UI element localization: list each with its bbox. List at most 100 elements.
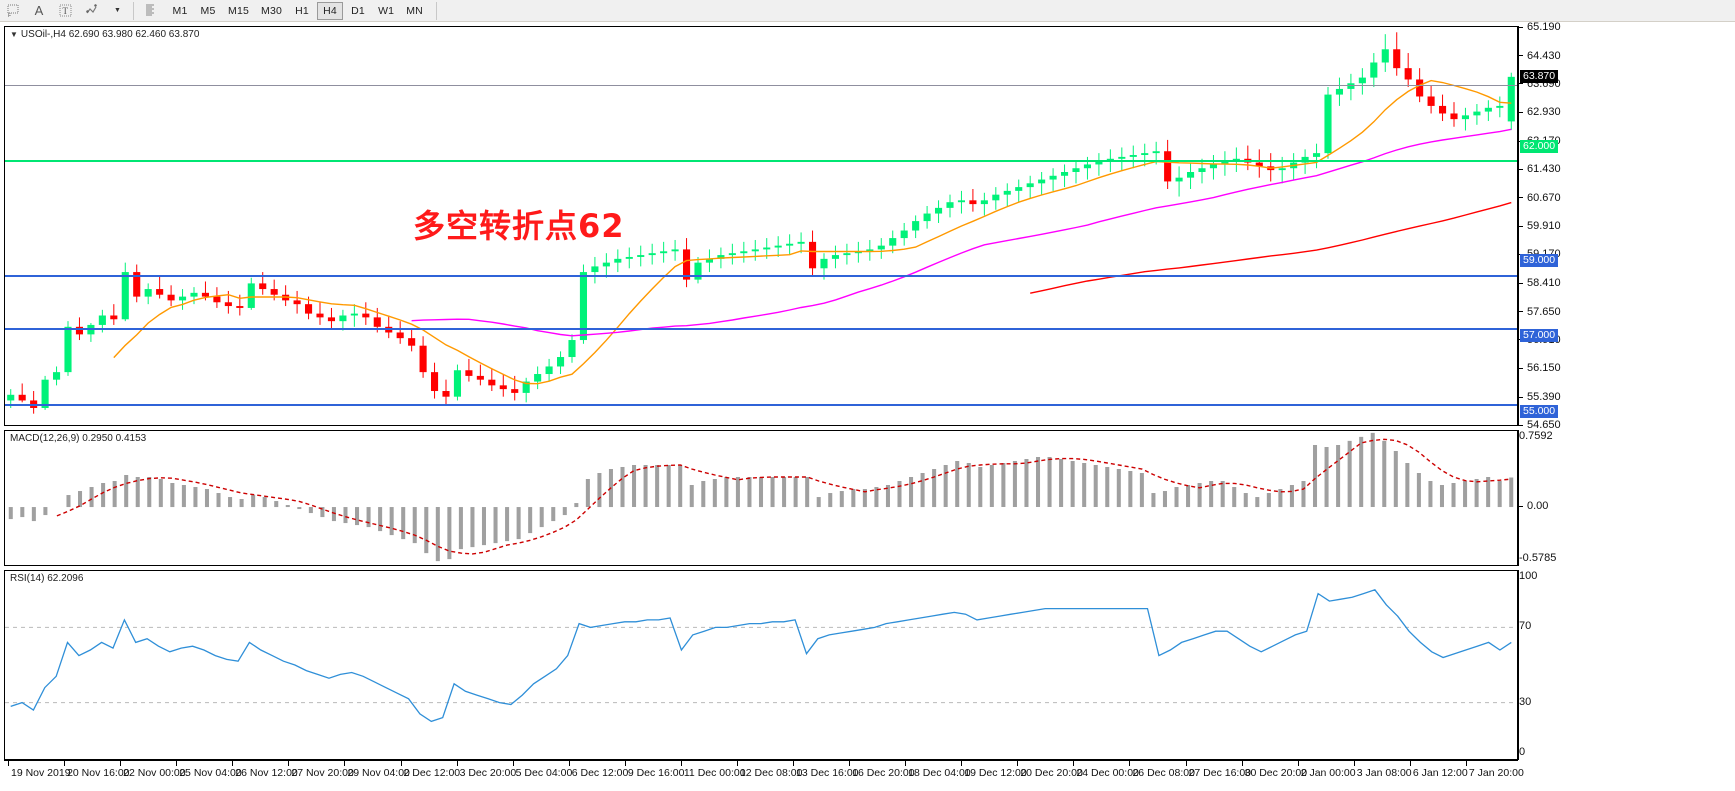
price-tick: 60.670 (1519, 192, 1561, 204)
rsi-panel-inner (5, 571, 1517, 759)
level-line-59 (5, 275, 1517, 277)
price-panel-inner (5, 27, 1517, 425)
timeframe-button-m30[interactable]: M30 (256, 2, 287, 20)
macd-scale[interactable]: 0.7592 0.00 -0.5785 (1518, 430, 1731, 566)
rsi-tick-label: 0 (1519, 746, 1526, 759)
price-tick-label: 64.430 (1527, 49, 1561, 62)
time-tick (344, 761, 346, 766)
price-scale[interactable]: 65.19064.43063.69062.93062.17061.43060.6… (1518, 21, 1731, 431)
time-tick (736, 761, 738, 766)
time-axis-label: 6 Jan 12:00 (1412, 767, 1468, 779)
timeframe-button-m5[interactable]: M5 (195, 2, 221, 20)
time-tick (176, 761, 178, 766)
price-tick: 57.650 (1519, 306, 1561, 318)
timeframe-label: H4 (323, 4, 337, 17)
toolbar-separator-1 (133, 1, 134, 20)
time-tick (961, 761, 963, 766)
time-tick (120, 761, 122, 766)
time-scale[interactable]: 19 Nov 2019 20 Nov 16:00 22 Nov 00:00 25 No… (4, 760, 1524, 788)
timeframe-button-m15[interactable]: M15 (223, 2, 254, 20)
price-panel[interactable]: ▼ USOil-,H4 62.690 63.980 62.460 63.870 多… (4, 26, 1518, 426)
timeframe-button-m1[interactable]: M1 (167, 2, 193, 20)
time-axis-label: 19 Nov 2019 (11, 767, 71, 779)
price-tick-label: 54.650 (1527, 419, 1561, 432)
text-object-icon[interactable]: T (52, 1, 78, 21)
time-axis-label: 12 Dec 08:00 (739, 767, 803, 779)
time-tick (232, 761, 234, 766)
time-axis-label: 27 Nov 20:00 (291, 767, 354, 779)
price-tick-label: 58.410 (1527, 277, 1561, 290)
time-axis-label: 18 Dec 04:00 (908, 767, 971, 779)
level-55-badge: 55.000 (1520, 404, 1559, 418)
time-axis-label: 2 Jan 00:00 (1300, 767, 1356, 779)
price-tick-label: 62.930 (1527, 106, 1561, 119)
timeframe-label: M30 (261, 4, 283, 17)
price-tick: 61.430 (1519, 163, 1561, 175)
time-axis-label: 5 Dec 04:00 (515, 767, 573, 779)
last-price-badge: 63.870 (1520, 69, 1559, 83)
macd-tick: 0.00 (1519, 500, 1548, 512)
timeframe-label: M5 (200, 4, 216, 17)
time-axis-label: 30 Dec 20:00 (1244, 767, 1308, 779)
chart-annotation-text: 多空转折点62 (413, 207, 625, 245)
timeframe-button-mn[interactable]: MN (401, 2, 428, 20)
timeframe-button-h4[interactable]: H4 (317, 1, 344, 20)
price-tick: 62.930 (1519, 106, 1561, 118)
time-tick (1241, 761, 1243, 766)
svg-text:T: T (62, 6, 68, 16)
timeframe-label: M15 (228, 4, 250, 17)
text-label-icon[interactable]: A (34, 3, 44, 18)
time-tick (680, 761, 682, 766)
timeframe-scale-icon[interactable] (137, 1, 163, 21)
price-tick-label: 61.430 (1527, 163, 1561, 176)
price-panel-label-text: USOil-,H4 62.690 63.980 62.460 63.870 (20, 29, 200, 40)
macd-panel-label: MACD(12,26,9) 0.2950 0.4153 (10, 433, 147, 444)
rsi-tick: 100 (1519, 570, 1537, 582)
time-tick (1129, 761, 1131, 766)
rsi-tick: 30 (1519, 696, 1531, 708)
time-axis-label: 6 Dec 12:00 (571, 767, 629, 779)
time-tick (400, 761, 402, 766)
time-axis-label: 25 Nov 04:00 (179, 767, 242, 779)
time-tick (1465, 761, 1467, 766)
svg-text:F: F (8, 13, 11, 17)
timeframe-button-h1[interactable]: H1 (289, 2, 315, 20)
level-line-57 (5, 328, 1517, 330)
timeframe-label: D1 (351, 4, 365, 17)
time-tick (456, 761, 458, 766)
level-line-62 (5, 160, 1517, 162)
macd-tick: 0.7592 (1519, 430, 1553, 442)
time-axis-label: 3 Dec 20:00 (459, 767, 517, 779)
time-tick (8, 761, 9, 766)
level-62-badge: 62.000 (1520, 140, 1559, 154)
timeframe-button-w1[interactable]: W1 (373, 2, 399, 20)
time-axis-label: 26 Nov 12:00 (235, 767, 298, 779)
price-tick: 59.910 (1519, 220, 1561, 232)
time-axis-label: 16 Dec 20:00 (852, 767, 915, 779)
time-axis-label: 22 Nov 00:00 (123, 767, 186, 779)
main-toolbar: F A T ▼ (0, 0, 1735, 22)
macd-tick-label: -0.5785 (1519, 552, 1557, 565)
objects-icon[interactable] (78, 1, 104, 21)
last-price-line (5, 85, 1517, 86)
time-axis-label: 27 Dec 16:00 (1188, 767, 1252, 779)
rsi-panel[interactable]: RSI(14) 62.2096 (4, 570, 1518, 760)
timeframe-label: M1 (172, 4, 188, 17)
time-axis-label: 2 Dec 12:00 (403, 767, 461, 779)
price-candlestick-plot (7, 32, 1515, 414)
time-tick (793, 761, 795, 766)
toolbar-separator-2 (435, 1, 437, 20)
timeframe-button-d1[interactable]: D1 (345, 2, 371, 20)
time-axis-label: 24 Dec 00:00 (1076, 767, 1139, 779)
rsi-scale[interactable]: 100 70 30 0 (1518, 570, 1731, 760)
time-axis-label: 7 Jan 20:00 (1468, 767, 1524, 779)
rsi-tick-label: 70 (1519, 620, 1532, 633)
price-panel-collapse-caret[interactable]: ▼ (10, 30, 18, 39)
macd-panel[interactable]: MACD(12,26,9) 0.2950 0.4153 (4, 430, 1518, 566)
time-tick (512, 761, 514, 766)
objects-dropdown-caret[interactable]: ▼ (114, 7, 121, 14)
time-axis-label: 19 Dec 12:00 (964, 767, 1027, 779)
macd-plot (8, 432, 1514, 562)
crosshair-icon[interactable]: F (0, 1, 26, 21)
